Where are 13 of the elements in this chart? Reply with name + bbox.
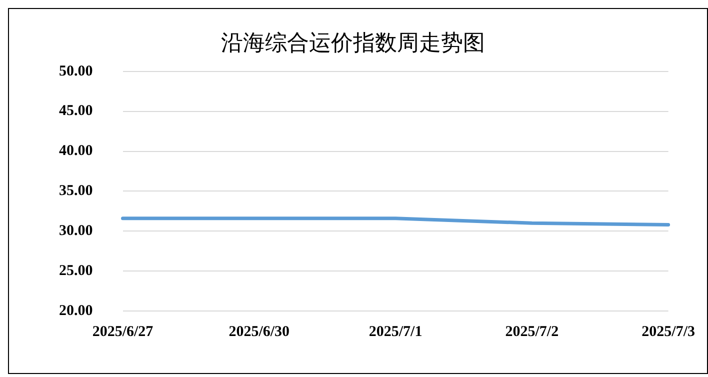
y-tick-label: 30.00 [59, 223, 93, 240]
x-tick-label: 2025/6/30 [228, 324, 290, 340]
chart-title: 沿海综合运价指数周走势图 [221, 30, 485, 55]
y-tick-label: 20.00 [59, 302, 93, 319]
x-tick-label: 2025/7/2 [505, 324, 559, 340]
y-tick-label: 45.00 [59, 103, 93, 120]
y-tick-label: 35.00 [59, 183, 93, 200]
y-tick-label: 50.00 [59, 63, 93, 80]
x-tick-label: 2025/7/1 [368, 324, 422, 340]
x-tick-label: 2025/7/3 [642, 324, 696, 340]
x-tick-label: 2025/6/27 [92, 324, 154, 340]
y-tick-label: 25.00 [59, 262, 93, 279]
y-tick-label: 40.00 [59, 143, 93, 160]
